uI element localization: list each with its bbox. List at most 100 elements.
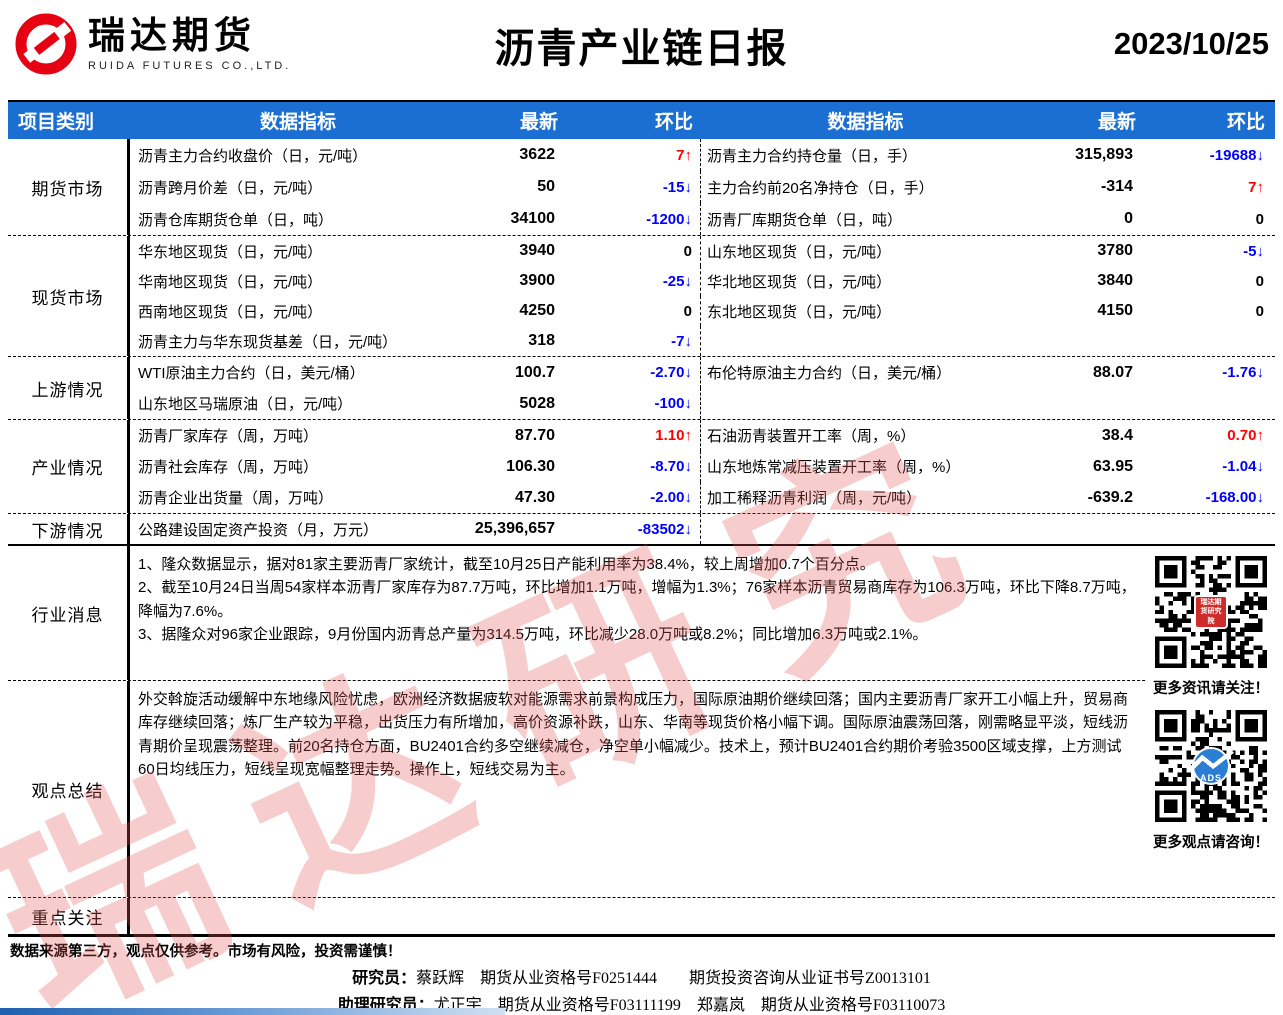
latest-value: 63.95 <box>1092 457 1133 475</box>
assistant-researcher-info: 尤正宇 期货从业资格号F03111199 郑嘉岚 期货从业资格号F0311007… <box>433 997 946 1014</box>
table-row: 华南地区现货（日，元/吨） 3900 -25↓ 华北地区现货（日，元/吨） 38… <box>130 266 1275 296</box>
indicator-label: 沥青厂库期货仓单（日，吨） <box>700 203 1025 235</box>
indicator-label <box>700 326 1025 356</box>
col-header-latest-left: 最新 <box>519 112 558 133</box>
category-label: 重点关注 <box>8 898 130 934</box>
qr-center-badge-ads: ADS <box>1187 747 1234 785</box>
category-label: 期货市场 <box>8 139 130 235</box>
key-focus-text <box>130 898 1275 934</box>
change-value <box>1143 388 1272 419</box>
table-row: 西南地区现货（日，元/吨） 4250 0 东北地区现货（日，元/吨） 4150 … <box>130 296 1275 326</box>
section-futures-market: 期货市场 沥青主力合约收盘价（日，元/吨） 3622 7↑ 沥青主力合约持仓量（… <box>8 139 1275 236</box>
researcher-lines: 研究员：蔡跃辉 期货从业资格号F0251444 期货投资咨询从业证书号Z0013… <box>0 964 1283 1015</box>
latest-value: 25,396,657 <box>474 520 555 537</box>
col-header-latest-right: 最新 <box>1097 112 1136 133</box>
latest-value: -314 <box>1100 178 1133 195</box>
latest-value: 3780 <box>1097 242 1133 259</box>
researcher-line: 研究员：蔡跃辉 期货从业资格号F0251444 期货投资咨询从业证书号Z0013… <box>0 964 1283 988</box>
viewpoint-text: 外交斡旋活动缓解中东地缘风险忧虑，欧洲经济数据疲软对能源需求前景构成压力，国际原… <box>138 691 1129 778</box>
consult-qr-code: ADS <box>1155 710 1267 822</box>
ads-label: ADS <box>1199 773 1222 783</box>
change-value: -19688↓ <box>1209 146 1264 164</box>
table-row: 沥青企业出货量（周，万吨） 47.30 -2.00↓ 加工稀释沥青利润（周，元/… <box>130 482 1275 513</box>
latest-value: 3622 <box>519 146 555 163</box>
latest-value: 47.30 <box>514 488 555 506</box>
table-header-row: 项目类别 数据指标 最新 环比 数据指标 最新 环比 <box>8 102 1275 139</box>
latest-value: 106.30 <box>506 457 555 475</box>
change-value: 0 <box>683 302 692 320</box>
section-industry: 产业情况 沥青厂家库存（周，万吨） 87.70 1.10↑ 石油沥青装置开工率（… <box>8 420 1275 514</box>
latest-value: 4250 <box>519 302 555 319</box>
report-table: 项目类别 数据指标 最新 环比 数据指标 最新 环比 期货市场 沥青主力合约收盘… <box>8 100 1275 937</box>
category-label: 观点总结 <box>8 681 130 897</box>
table-row: 华东地区现货（日，元/吨） 3940 0 山东地区现货（日，元/吨） 3780 … <box>130 236 1275 266</box>
latest-value: 3840 <box>1097 272 1133 289</box>
change-value: -83502↓ <box>637 520 692 538</box>
change-value: -8.70↓ <box>650 458 692 475</box>
table-row: WTI原油主力合约（日，美元/桶） 100.7 -2.70↓ 布伦特原油主力合约… <box>130 357 1275 388</box>
indicator-label <box>700 388 1025 419</box>
category-label: 下游情况 <box>8 514 130 544</box>
table-row: 沥青厂家库存（周，万吨） 87.70 1.10↑ 石油沥青装置开工率（周，%） … <box>130 420 1275 451</box>
change-value <box>1143 326 1272 356</box>
indicator-label: 沥青厂家库存（周，万吨） <box>138 428 319 445</box>
change-value: -2.70↓ <box>650 364 692 381</box>
qr-center-badge: 瑞达期货研究院 <box>1194 595 1228 629</box>
category-label: 行业消息 <box>8 546 130 680</box>
indicator-label: 加工稀释沥青利润（周，元/吨） <box>700 482 1025 513</box>
latest-value: 38.4 <box>1101 426 1133 444</box>
indicator-label: 山东地区马瑞原油（日，元/吨） <box>138 396 353 413</box>
qr-code-image <box>1155 556 1267 668</box>
news-line: 1、隆众数据显示，据对81家主要沥青厂家统计，截至10月25日产能利用率为38.… <box>138 556 875 573</box>
category-label: 产业情况 <box>8 420 130 513</box>
latest-value: 3940 <box>519 242 555 259</box>
section-downstream: 下游情况 公路建设固定资产投资（月，万元） 25,396,657 -83502↓ <box>8 514 1275 546</box>
wechat-qr-code: 瑞达期货研究院 <box>1155 556 1267 668</box>
change-value: -5↓ <box>1243 242 1264 260</box>
table-row: 沥青仓库期货仓单（日，吨） 34100 -1200↓ 沥青厂库期货仓单（日，吨）… <box>130 203 1275 235</box>
chart-line-icon <box>1187 749 1234 773</box>
report-date: 2023/10/25 <box>1113 26 1269 61</box>
change-value: -1200↓ <box>646 210 692 228</box>
logo-name-cn: 瑞达期货 <box>88 15 256 57</box>
indicator-label: 沥青跨月价差（日，元/吨） <box>138 179 323 197</box>
researcher-info: 蔡跃辉 期货从业资格号F0251444 期货投资咨询从业证书号Z0013101 <box>416 970 931 987</box>
indicator-label: 公路建设固定资产投资（月，万元） <box>138 521 379 539</box>
latest-value: 3900 <box>519 272 555 289</box>
disclaimer-text: 数据来源第三方，观点仅供参考。市场有风险，投资需谨慎！ <box>10 944 402 960</box>
change-value: 7↑ <box>676 146 692 164</box>
indicator-label: 华北地区现货（日，元/吨） <box>700 266 1025 296</box>
section-key-focus: 重点关注 <box>8 898 1275 934</box>
change-value: 0 <box>1255 302 1264 320</box>
latest-value <box>1025 514 1143 544</box>
indicator-label: 山东地炼常减压装置开工率（周，%） <box>700 451 1025 482</box>
table-row: 沥青主力与华东现货基差（日，元/吨） 318 -7↓ <box>130 326 1275 356</box>
change-value: 0 <box>1255 272 1264 290</box>
industry-news-text: 1、隆众数据显示，据对81家主要沥青厂家统计，截至10月25日产能利用率为38.… <box>130 546 1275 680</box>
indicator-label: 山东地区现货（日，元/吨） <box>700 236 1025 266</box>
news-line: 3、据隆众对96家企业跟踪，9月份国内沥青总产量为314.5万吨，环比减少28.… <box>138 625 928 643</box>
latest-value: 100.7 <box>514 363 555 381</box>
section-spot-market: 现货市场 华东地区现货（日，元/吨） 3940 0 山东地区现货（日，元/吨） … <box>8 236 1275 357</box>
latest-value: -639.2 <box>1087 488 1133 506</box>
researcher-label: 研究员： <box>352 970 417 987</box>
col-header-indicator-right: 数据指标 <box>827 112 904 133</box>
latest-value: 0 <box>1124 210 1133 227</box>
indicator-label: 东北地区现货（日，元/吨） <box>700 296 1025 326</box>
indicator-label: WTI原油主力合约（日，美元/桶） <box>138 365 365 382</box>
section-upstream: 上游情况 WTI原油主力合约（日，美元/桶） 100.7 -2.70↓ 布伦特原… <box>8 357 1275 420</box>
indicator-label: 西南地区现货（日，元/吨） <box>138 303 323 321</box>
latest-value: 88.07 <box>1092 363 1133 381</box>
report-header: 瑞达期货 RUIDA FUTURES CO.,LTD. 沥青产业链日报 2023… <box>0 0 1283 100</box>
indicator-label: 沥青主力合约收盘价（日，元/吨） <box>138 147 368 165</box>
change-value: 7↑ <box>1248 178 1264 196</box>
col-header-category: 项目类别 <box>18 112 95 133</box>
change-value: 0 <box>1255 210 1264 228</box>
latest-value <box>1025 326 1143 356</box>
qr-caption-follow: 更多资讯请关注！ <box>1153 681 1269 697</box>
change-value: 0 <box>683 242 692 260</box>
table-row: 沥青社会库存（周，万吨） 106.30 -8.70↓ 山东地炼常减压装置开工率（… <box>130 451 1275 482</box>
table-row: 沥青跨月价差（日，元/吨） 50 -15↓ 主力合约前20名净持仓（日，手） -… <box>130 171 1275 203</box>
col-header-change-right: 环比 <box>1226 112 1265 133</box>
